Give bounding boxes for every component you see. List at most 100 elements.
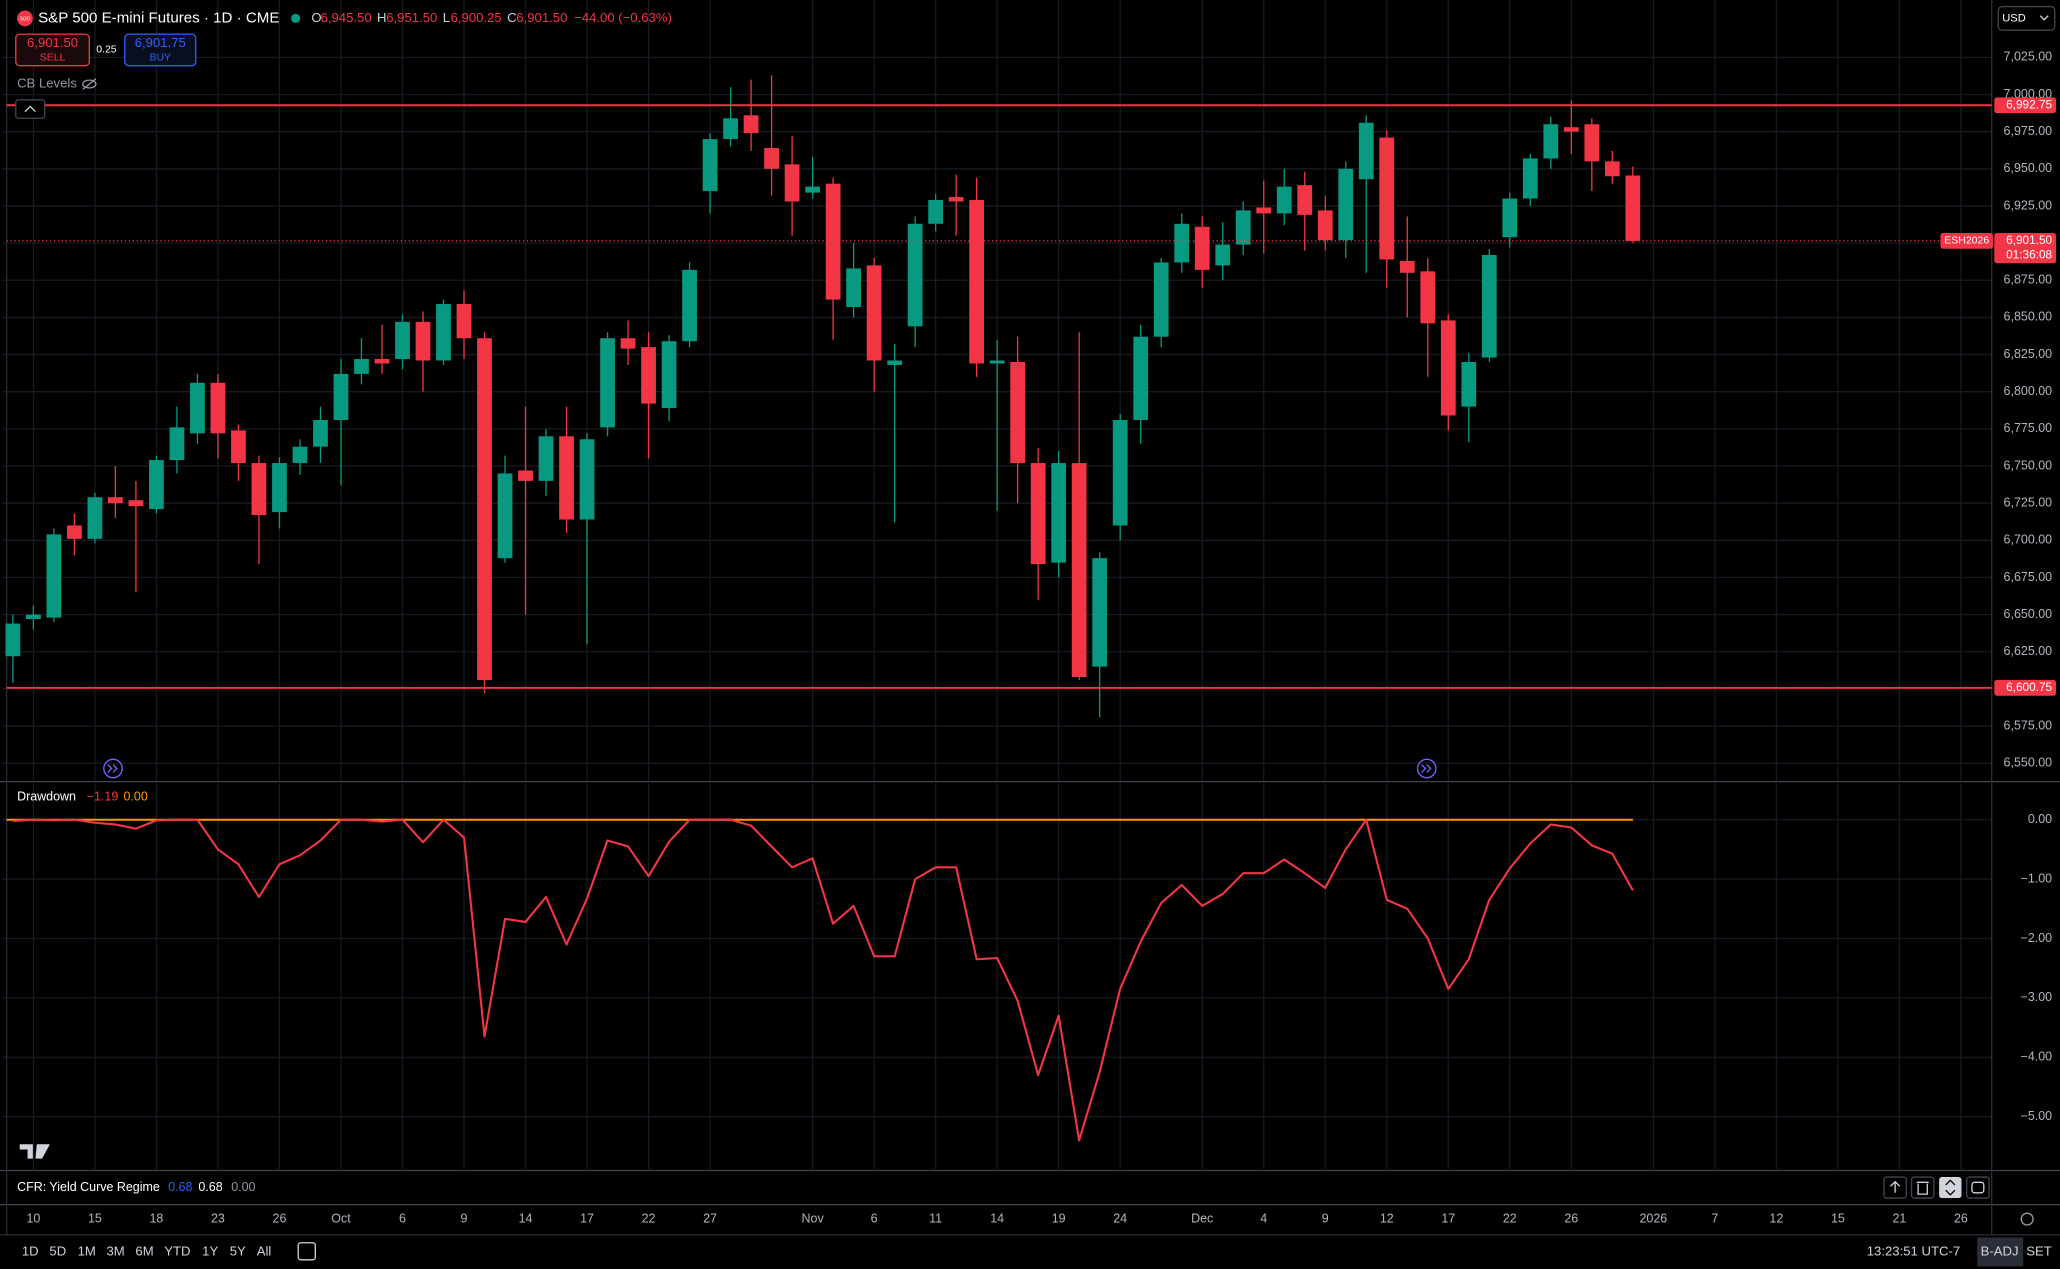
indicator-name[interactable]: CB Levels [17, 76, 77, 91]
candle-body [682, 269, 697, 342]
toolbar: 1D 5D 1M 3M 6M YTD 1Y 5Y All [22, 1243, 272, 1258]
candle-body [46, 534, 62, 618]
range-button[interactable]: 5D [49, 1243, 66, 1258]
clock: 13:23:51 UTC-7 [1867, 1243, 1960, 1258]
candle-body [149, 460, 164, 510]
candle-body [702, 139, 718, 192]
candle-body [1604, 161, 1620, 177]
range-button[interactable]: All [257, 1243, 272, 1258]
indicator-title[interactable]: CFR: Yield Curve Regime [17, 1180, 160, 1194]
candle-body [108, 497, 123, 504]
candle-body [1358, 122, 1374, 180]
y-tick-label: 6,575.00 [2004, 718, 2053, 732]
range-button[interactable]: 3M [106, 1243, 124, 1258]
candle-body [1194, 226, 1210, 270]
x-tick-label: Dec [1191, 1211, 1213, 1225]
ohlc-value: 6,945.50 [321, 10, 372, 25]
candle-body [805, 186, 820, 193]
range-button[interactable]: 5Y [230, 1243, 246, 1258]
candle-body [1338, 168, 1354, 241]
candle-body [497, 473, 513, 559]
dropdown-icon [2039, 15, 2049, 21]
candle-body [559, 436, 574, 520]
y-tick-label: −2.00 [2021, 931, 2053, 945]
y-tick-label: 6,825.00 [2004, 347, 2053, 361]
candle-body [1051, 463, 1067, 563]
candle-body [1153, 262, 1169, 337]
date-range-button[interactable] [297, 1242, 316, 1261]
event-icon[interactable] [1416, 758, 1437, 779]
collapse-button[interactable] [15, 99, 46, 119]
candle-body [1133, 336, 1149, 420]
candle-body [1112, 419, 1128, 526]
adjust-button[interactable] [1977, 1237, 2024, 1267]
symbol-tag-label: ESH2026 [1944, 235, 1989, 247]
y-tick-label: 6,875.00 [2004, 273, 2053, 287]
candle-body [1461, 361, 1477, 407]
candle-body [1030, 463, 1046, 565]
candle-body [5, 623, 21, 657]
candle-body [928, 200, 944, 224]
candle-body [128, 500, 144, 507]
candle-body [1235, 210, 1251, 245]
expand-button[interactable] [1939, 1177, 1962, 1199]
candle-body [907, 223, 923, 327]
range-button[interactable]: 1M [78, 1243, 96, 1258]
candle-body [887, 360, 903, 365]
session[interactable]: SET [2026, 1243, 2052, 1258]
candle-body [1563, 127, 1579, 132]
currency-button[interactable] [1997, 5, 2056, 31]
candle-body [1215, 244, 1231, 266]
sell-label: SELL [40, 52, 66, 64]
y-tick-label: −5.00 [2021, 1109, 2053, 1123]
pane-title: Drawdown [17, 790, 76, 804]
candle-body [26, 614, 41, 620]
candle-body [1379, 137, 1395, 260]
candle-body [1584, 124, 1600, 162]
candle-body [67, 525, 82, 539]
buy-button[interactable] [124, 33, 197, 67]
delete-icon [1916, 1181, 1929, 1195]
buy-price: 6,901.75 [135, 35, 186, 50]
x-tick-label: 15 [88, 1211, 102, 1225]
candle-body [846, 268, 861, 308]
range-button[interactable]: 6M [135, 1243, 153, 1258]
x-tick-label: 14 [990, 1211, 1004, 1225]
range-button[interactable]: 1Y [202, 1243, 218, 1258]
x-tick-label: 15 [1831, 1211, 1845, 1225]
countdown: 01:36:08 [2006, 247, 2052, 261]
y-tick-label: 6,650.00 [2004, 607, 2053, 621]
x-tick-label: 12 [1380, 1211, 1394, 1225]
settings-button[interactable] [2020, 1212, 2034, 1226]
y-tick-label: 6,925.00 [2004, 198, 2053, 212]
candle-body [272, 463, 287, 513]
range-button[interactable]: 1D [22, 1243, 39, 1258]
candle-body [477, 338, 492, 681]
candle-body [1297, 185, 1313, 215]
candle-body [87, 497, 103, 539]
ohlc-label: L [443, 10, 450, 25]
event-icon[interactable] [103, 758, 123, 779]
candle-body [661, 341, 677, 409]
sell-button[interactable] [15, 33, 90, 67]
tradingview-logo[interactable] [19, 1144, 50, 1159]
candle-body [1502, 198, 1518, 238]
range-button[interactable]: YTD [164, 1243, 190, 1258]
x-tick-label: 23 [211, 1211, 225, 1225]
y-tick-label: 6,850.00 [2004, 310, 2053, 324]
x-tick-label: 22 [642, 1211, 656, 1225]
candle-body [354, 359, 369, 374]
x-tick-label: 26 [1954, 1211, 1968, 1225]
delete-button[interactable] [1910, 1176, 1935, 1199]
candle-body [764, 148, 779, 169]
pane-value: −1.19 [87, 790, 119, 804]
chart-title[interactable]: S&P 500 E-mini Futures · 1D · CME [38, 9, 279, 26]
change: −44.00 (−0.63%) [574, 10, 672, 25]
candle-body [169, 427, 185, 461]
price-tag [1994, 233, 2057, 264]
visibility-icon[interactable] [82, 79, 97, 89]
maximize-button[interactable] [1966, 1176, 1990, 1199]
symbol-logo-text: 500 [20, 17, 31, 23]
candle-body [1276, 186, 1292, 214]
